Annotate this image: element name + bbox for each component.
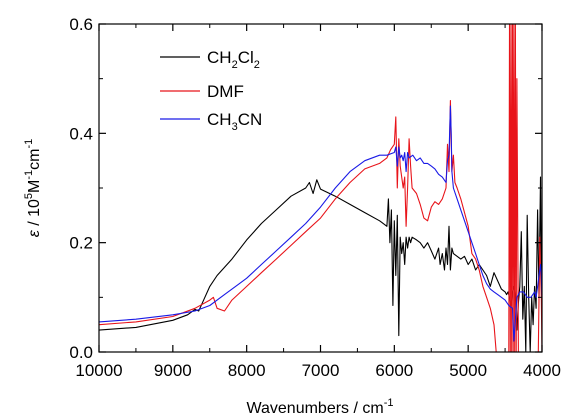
y-tick-label-0.2: 0.2 xyxy=(69,234,93,253)
y-tick-label-0: 0.0 xyxy=(69,343,93,362)
legend-label-ch2cl2: CH2Cl2 xyxy=(207,48,260,71)
legend-label-ch3cn: CH3CN xyxy=(207,110,262,133)
series-line-ch3cn xyxy=(99,105,542,342)
x-tick-label-10000: 10000 xyxy=(75,361,122,380)
x-tick-label-8000: 8000 xyxy=(228,361,266,380)
series-line-ch2cl2 xyxy=(99,176,542,352)
y-axis-title-symbol: ε xyxy=(26,229,43,237)
y-axis-title: ε / 105M-1cm-1 xyxy=(23,139,43,238)
legend: CH2Cl2 DMF CH3CN xyxy=(160,48,262,133)
y-axis-title-tail: cm xyxy=(26,149,43,170)
x-axis-title-sup: -1 xyxy=(384,397,394,409)
y-axis: 0.0 0.2 0.4 0.6 xyxy=(69,15,542,362)
x-axis-title: Wavenumbers / cm-1 xyxy=(247,397,394,417)
series-line-dmf xyxy=(99,24,542,352)
y-axis-title-mid: M xyxy=(26,180,43,193)
series-layer xyxy=(99,24,542,352)
x-axis: 10000 9000 8000 7000 6000 5000 4000 xyxy=(75,24,561,380)
y-axis-title-sup3: -1 xyxy=(23,139,35,149)
x-axis-title-base: Wavenumbers / cm xyxy=(247,400,384,417)
y-axis-title-sup2: -1 xyxy=(23,170,35,180)
x-tick-label-5000: 5000 xyxy=(449,361,487,380)
x-tick-label-9000: 9000 xyxy=(154,361,192,380)
x-tick-label-6000: 6000 xyxy=(375,361,413,380)
y-tick-label-0.6: 0.6 xyxy=(69,15,93,34)
x-tick-label-7000: 7000 xyxy=(302,361,340,380)
y-tick-label-0.4: 0.4 xyxy=(69,124,93,143)
legend-label-dmf: DMF xyxy=(207,82,244,101)
x-tick-label-4000: 4000 xyxy=(523,361,561,380)
y-axis-title-main: / 10 xyxy=(26,199,43,230)
y-axis-title-sup1: 5 xyxy=(23,193,35,199)
